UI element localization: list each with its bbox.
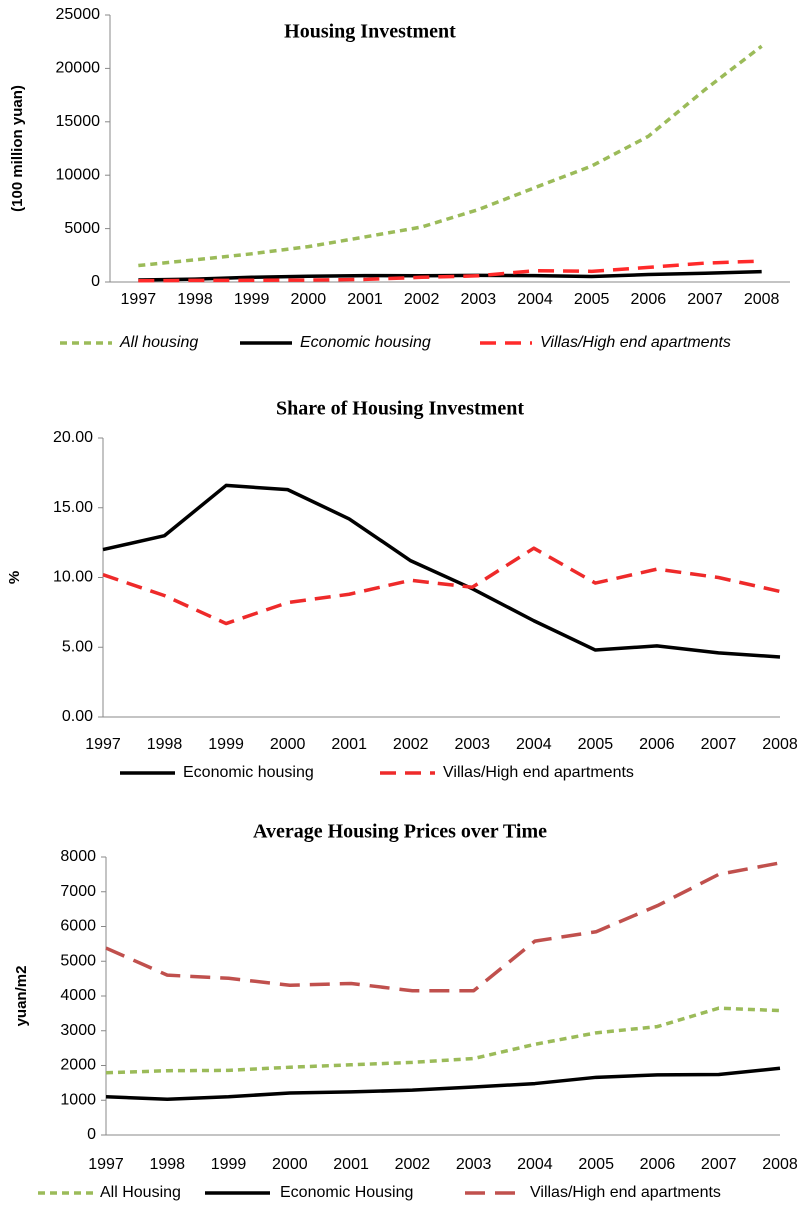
y-tick-label: 1000 bbox=[60, 1091, 96, 1108]
chart-title: Average Housing Prices over Time bbox=[253, 821, 547, 843]
legend-label: Economic housing bbox=[183, 764, 314, 781]
x-tick-label: 2005 bbox=[578, 1156, 614, 1173]
x-tick-label: 2005 bbox=[574, 291, 610, 308]
legend-label: All housing bbox=[119, 334, 198, 351]
x-tick-label: 2002 bbox=[393, 736, 429, 753]
y-tick-label: 20000 bbox=[56, 60, 101, 77]
x-tick-label: 2004 bbox=[517, 1156, 553, 1173]
legend-label: All Housing bbox=[100, 1184, 181, 1201]
x-tick-label: 2004 bbox=[516, 736, 552, 753]
y-tick-label: 5000 bbox=[60, 952, 96, 969]
y-axis-label: (100 million yuan) bbox=[9, 85, 26, 212]
x-tick-label: 2008 bbox=[744, 291, 780, 308]
y-tick-label: 10.00 bbox=[53, 569, 93, 586]
y-tick-label: 20.00 bbox=[53, 429, 93, 446]
y-tick-label: 4000 bbox=[60, 987, 96, 1004]
x-tick-label: 2006 bbox=[631, 291, 667, 308]
series-line bbox=[105, 1066, 781, 1101]
x-tick-label: 1998 bbox=[147, 736, 183, 753]
series-line bbox=[138, 259, 762, 283]
x-tick-label: 2003 bbox=[456, 1156, 492, 1173]
y-tick-label: 8000 bbox=[60, 848, 96, 865]
y-tick-label: 0.00 bbox=[62, 708, 93, 725]
y-axis-label: % bbox=[6, 571, 23, 584]
series-line bbox=[105, 1006, 781, 1075]
x-tick-label: 1998 bbox=[177, 291, 213, 308]
x-tick-label: 1997 bbox=[85, 736, 121, 753]
x-tick-label: 2003 bbox=[461, 291, 497, 308]
legend-label: Villas/High end apartments bbox=[530, 1184, 721, 1201]
y-tick-label: 3000 bbox=[60, 1022, 96, 1039]
y-tick-label: 7000 bbox=[60, 883, 96, 900]
x-tick-label: 2007 bbox=[701, 1156, 737, 1173]
x-tick-label: 1999 bbox=[211, 1156, 247, 1173]
legend-label: Economic Housing bbox=[280, 1184, 413, 1201]
legend-label: Villas/High end apartments bbox=[540, 334, 731, 351]
y-tick-label: 2000 bbox=[60, 1057, 96, 1074]
chart-title: Housing Investment bbox=[284, 21, 456, 43]
y-tick-label: 15.00 bbox=[53, 499, 93, 516]
y-tick-label: 15000 bbox=[56, 113, 101, 130]
y-axis-label: yuan/m2 bbox=[13, 966, 30, 1027]
y-tick-label: 6000 bbox=[60, 918, 96, 935]
x-tick-label: 2008 bbox=[762, 1156, 798, 1173]
y-tick-label: 5.00 bbox=[62, 638, 93, 655]
x-tick-label: 2001 bbox=[347, 291, 383, 308]
y-tick-label: 0 bbox=[87, 1126, 96, 1143]
chart-title: Share of Housing Investment bbox=[276, 398, 524, 420]
x-tick-label: 1999 bbox=[234, 291, 270, 308]
x-tick-label: 2004 bbox=[517, 291, 553, 308]
x-tick-label: 1999 bbox=[208, 736, 244, 753]
x-tick-label: 2002 bbox=[404, 291, 440, 308]
y-tick-label: 0 bbox=[91, 273, 100, 290]
x-tick-label: 2000 bbox=[272, 1156, 308, 1173]
x-tick-label: 2000 bbox=[291, 291, 327, 308]
x-tick-label: 2002 bbox=[395, 1156, 431, 1173]
x-tick-label: 2000 bbox=[270, 736, 306, 753]
legend-label: Economic housing bbox=[300, 334, 431, 351]
x-tick-label: 1997 bbox=[88, 1156, 124, 1173]
series-line bbox=[102, 483, 781, 659]
x-tick-label: 2008 bbox=[762, 736, 798, 753]
legend-label: Villas/High end apartments bbox=[443, 764, 634, 781]
x-tick-label: 2005 bbox=[578, 736, 614, 753]
x-tick-label: 1998 bbox=[149, 1156, 185, 1173]
series-line bbox=[102, 546, 781, 626]
x-tick-label: 2003 bbox=[454, 736, 490, 753]
series-line bbox=[105, 861, 781, 993]
y-tick-label: 25000 bbox=[56, 6, 101, 23]
x-tick-label: 2006 bbox=[640, 1156, 676, 1173]
x-tick-label: 2007 bbox=[687, 291, 723, 308]
series-line bbox=[138, 44, 763, 268]
y-tick-label: 5000 bbox=[64, 220, 100, 237]
x-tick-label: 2001 bbox=[333, 1156, 369, 1173]
x-tick-label: 1997 bbox=[121, 291, 157, 308]
x-tick-label: 2001 bbox=[331, 736, 367, 753]
x-tick-label: 2007 bbox=[701, 736, 737, 753]
y-tick-label: 10000 bbox=[56, 166, 101, 183]
x-tick-label: 2006 bbox=[639, 736, 675, 753]
